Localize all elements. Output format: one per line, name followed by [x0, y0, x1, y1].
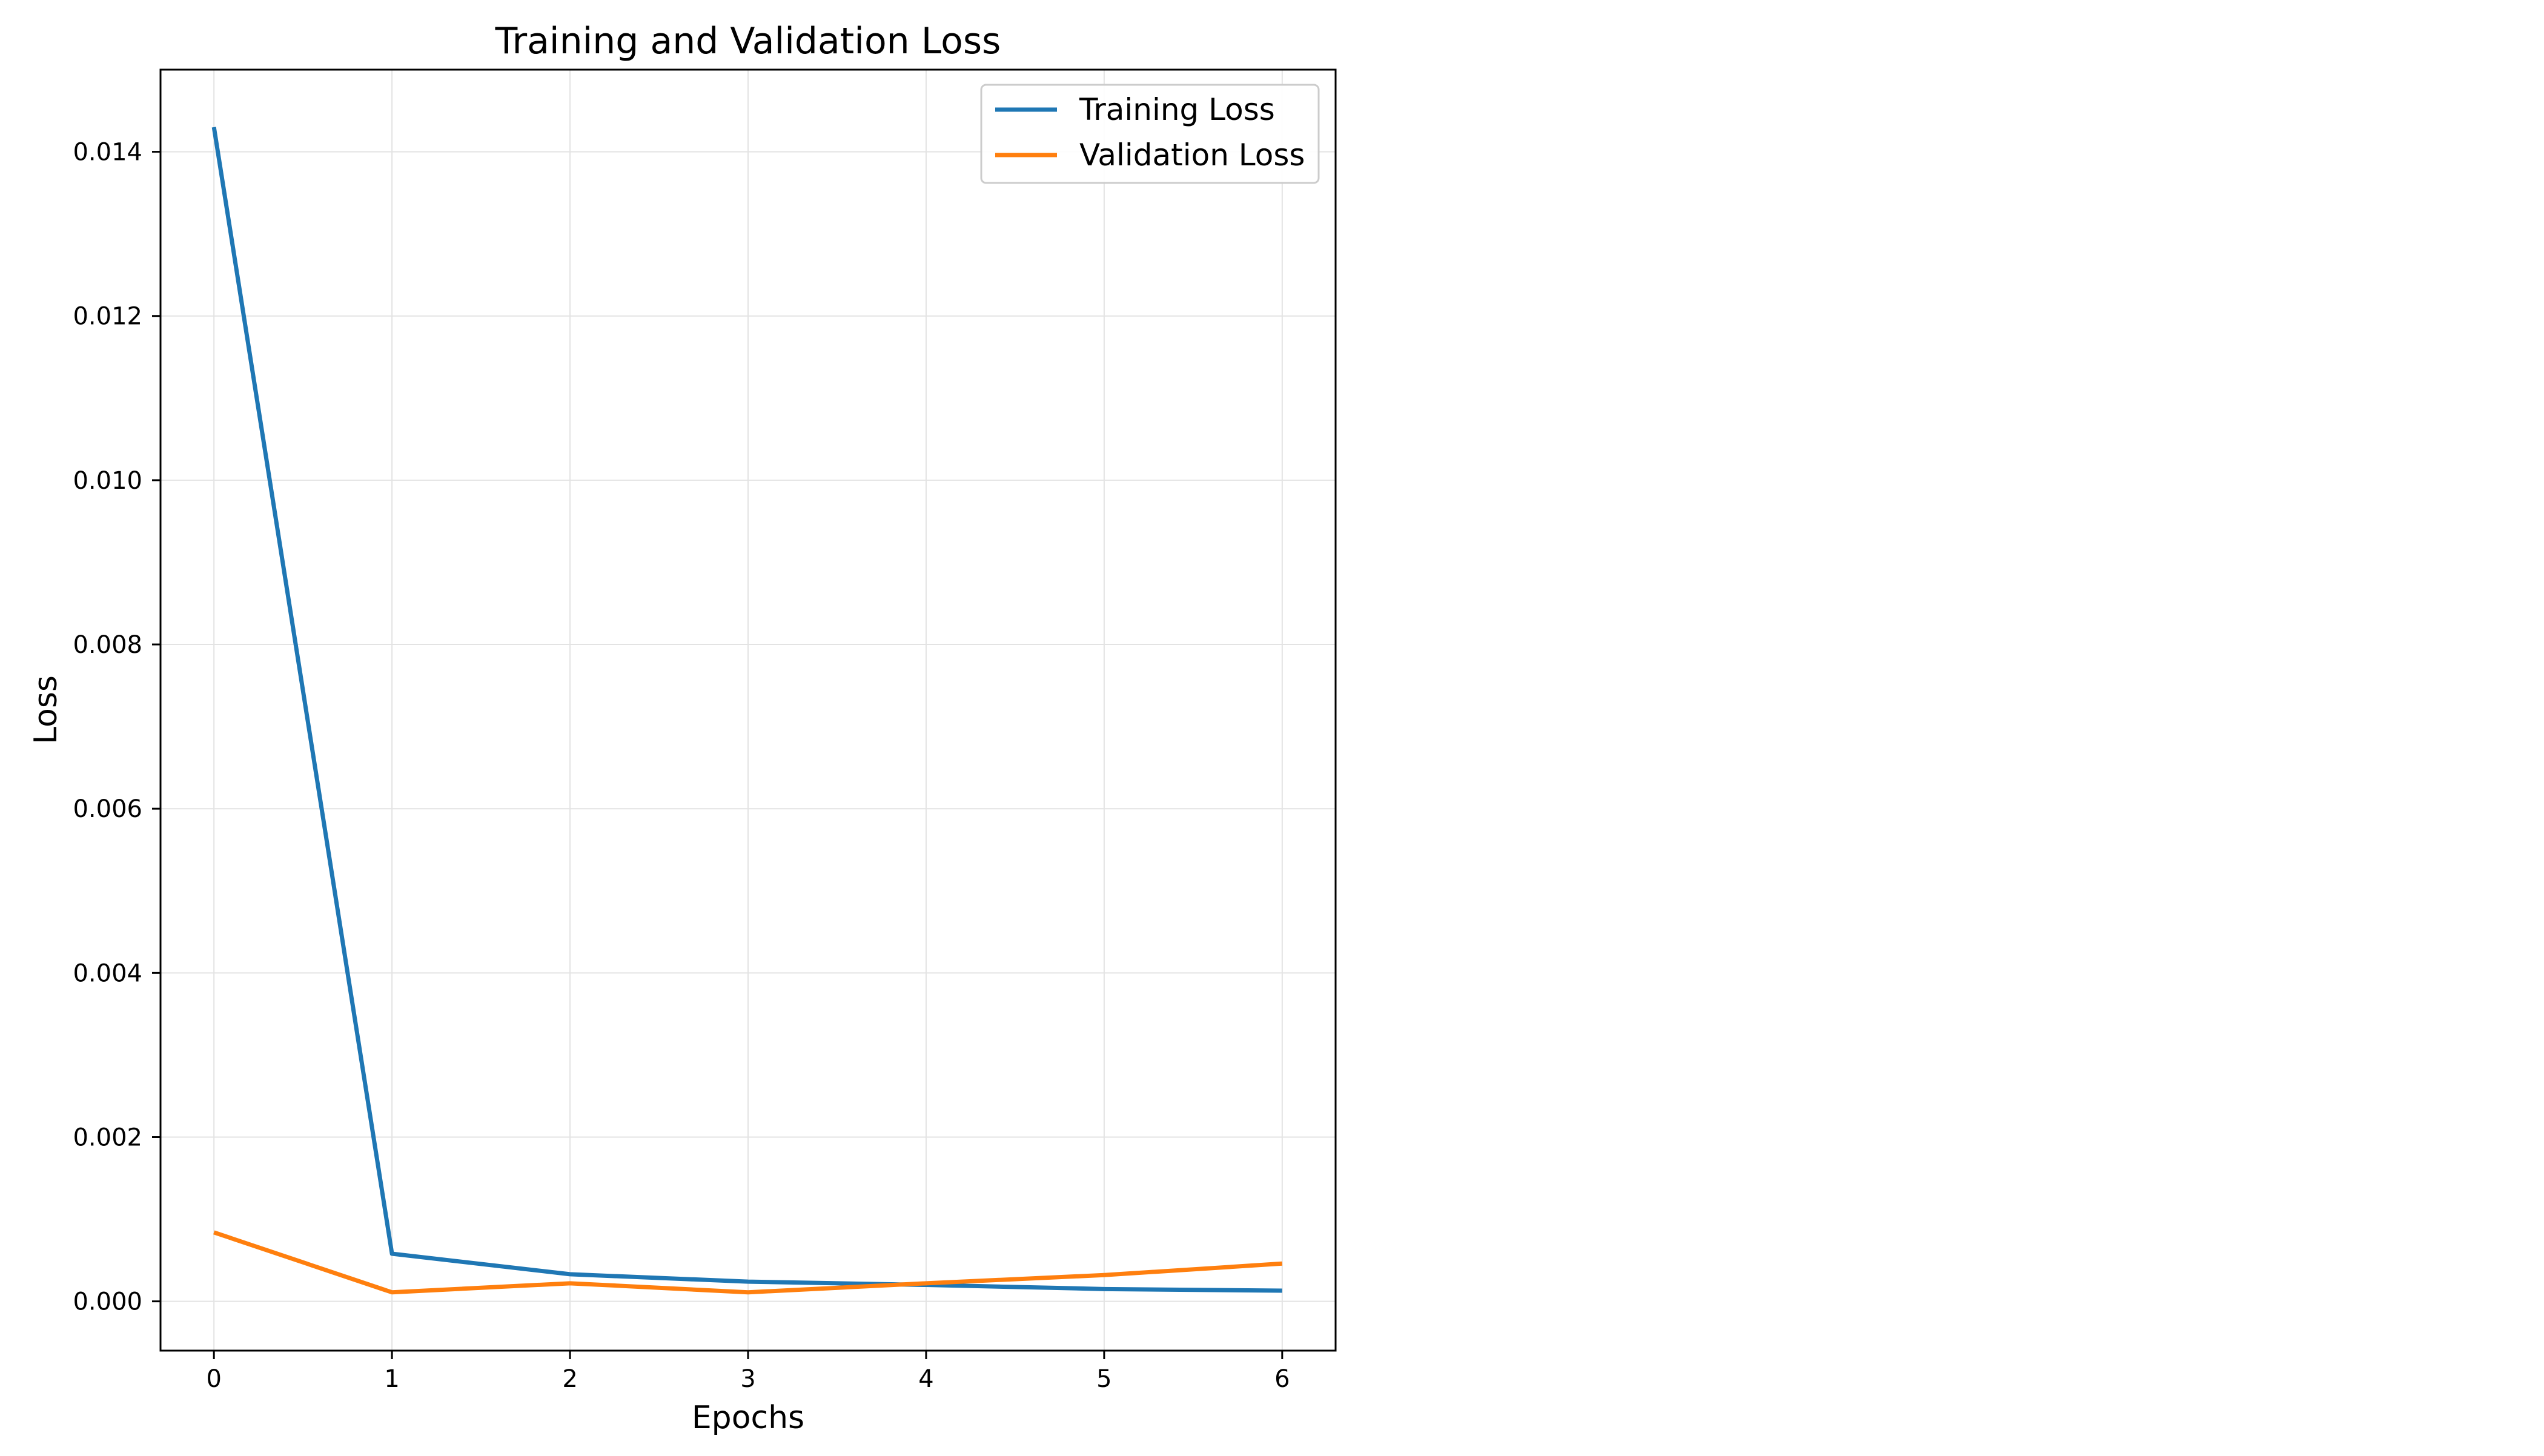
x-tick-label: 2 [562, 1365, 577, 1393]
x-tick-label: 6 [1274, 1365, 1290, 1393]
legend-label-validation-loss: Validation Loss [1079, 137, 1305, 173]
y-axis-label: Loss [28, 675, 64, 744]
y-tick-label: 0.002 [73, 1124, 142, 1152]
series-lines [211, 127, 1283, 1295]
chart-title: Training and Validation Loss [495, 20, 1001, 62]
y-tick-label: 0.006 [73, 795, 142, 823]
legend: Training Loss Validation Loss [980, 84, 1320, 184]
series-line-training-loss [211, 127, 1282, 1293]
y-tick-label: 0.008 [73, 631, 142, 659]
series-line-validation-loss [213, 1230, 1283, 1295]
y-axis-ticks: 0.000 0.002 0.004 0.006 0.008 0.010 0.012 0.014 [73, 139, 161, 1316]
x-tick-label: 3 [740, 1365, 755, 1393]
legend-label-training-loss: Training Loss [1079, 92, 1275, 127]
y-tick-label: 0.000 [73, 1288, 142, 1316]
y-tick-label: 0.012 [73, 303, 142, 331]
grid-lines [161, 70, 1336, 1351]
x-axis-ticks: 0 1 2 3 4 5 6 [206, 1351, 1290, 1393]
x-tick-label: 1 [384, 1365, 399, 1393]
legend-box [980, 84, 1320, 184]
y-tick-label: 0.010 [73, 467, 142, 495]
y-tick-label: 0.004 [73, 959, 142, 987]
x-axis-label: Epochs [692, 1400, 804, 1436]
x-tick-label: 0 [206, 1365, 221, 1393]
x-tick-label: 4 [918, 1365, 933, 1393]
x-tick-label: 5 [1096, 1365, 1111, 1393]
y-tick-label: 0.014 [73, 139, 142, 167]
